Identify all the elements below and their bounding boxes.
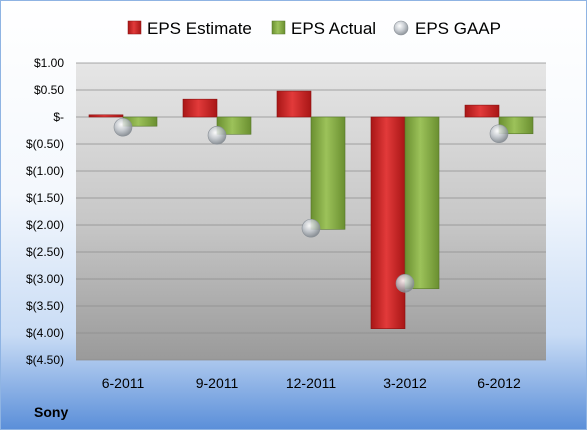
y-tick-label: $(4.50) <box>26 353 64 367</box>
bar-eps-actual <box>310 116 346 230</box>
x-tick-label: 9-2011 <box>196 375 239 391</box>
marker-eps-gaap <box>489 124 509 144</box>
y-tick-label: $(1.00) <box>26 164 64 178</box>
y-tick-label: $(4.00) <box>26 326 64 340</box>
y-tick-label: $(2.50) <box>26 245 64 259</box>
y-axis: $1.00 $0.50 $- $(0.50) $(1.00) $(1.50) $(2.00)… <box>26 56 64 367</box>
marker-eps-gaap <box>301 218 321 238</box>
legend-swatch-actual <box>271 20 286 35</box>
legend: EPS Estimate EPS Actual EPS GAAP <box>127 19 501 38</box>
marker-eps-gaap <box>395 274 415 293</box>
x-tick-label: 12-2011 <box>286 375 337 391</box>
bar-eps-estimate <box>182 98 218 118</box>
y-tick-label: $(0.50) <box>26 137 64 151</box>
bar-eps-estimate <box>370 116 406 329</box>
bar-eps-estimate <box>276 90 312 118</box>
legend-label-actual: EPS Actual <box>291 19 376 38</box>
legend-label-gaap: EPS GAAP <box>415 19 501 38</box>
legend-label-estimate: EPS Estimate <box>147 19 252 38</box>
company-label: Sony <box>34 404 69 420</box>
y-tick-label: $0.50 <box>34 83 64 97</box>
x-tick-label: 6-2012 <box>477 375 521 391</box>
gaap-markers <box>113 117 509 293</box>
bar-eps-actual <box>216 116 252 135</box>
legend-swatch-gaap <box>393 20 409 36</box>
legend-swatch-estimate <box>127 20 142 35</box>
bars <box>88 90 534 329</box>
bar-eps-actual <box>404 116 440 290</box>
marker-eps-gaap <box>207 126 227 145</box>
bar-eps-estimate <box>464 104 500 118</box>
y-tick-label: $(2.00) <box>26 218 64 232</box>
y-tick-label: $(3.00) <box>26 272 64 286</box>
x-tick-label: 3-2012 <box>383 375 427 391</box>
bar-eps-estimate <box>88 114 124 118</box>
y-tick-label: $(3.50) <box>26 299 64 313</box>
x-tick-label: 6-2011 <box>102 375 145 391</box>
x-axis: 6-2011 9-2011 12-2011 3-2012 6-2012 <box>102 375 521 391</box>
y-tick-label: $1.00 <box>34 56 64 70</box>
marker-eps-gaap <box>113 117 133 137</box>
y-tick-label: $- <box>53 110 64 124</box>
y-tick-label: $(1.50) <box>26 191 64 205</box>
